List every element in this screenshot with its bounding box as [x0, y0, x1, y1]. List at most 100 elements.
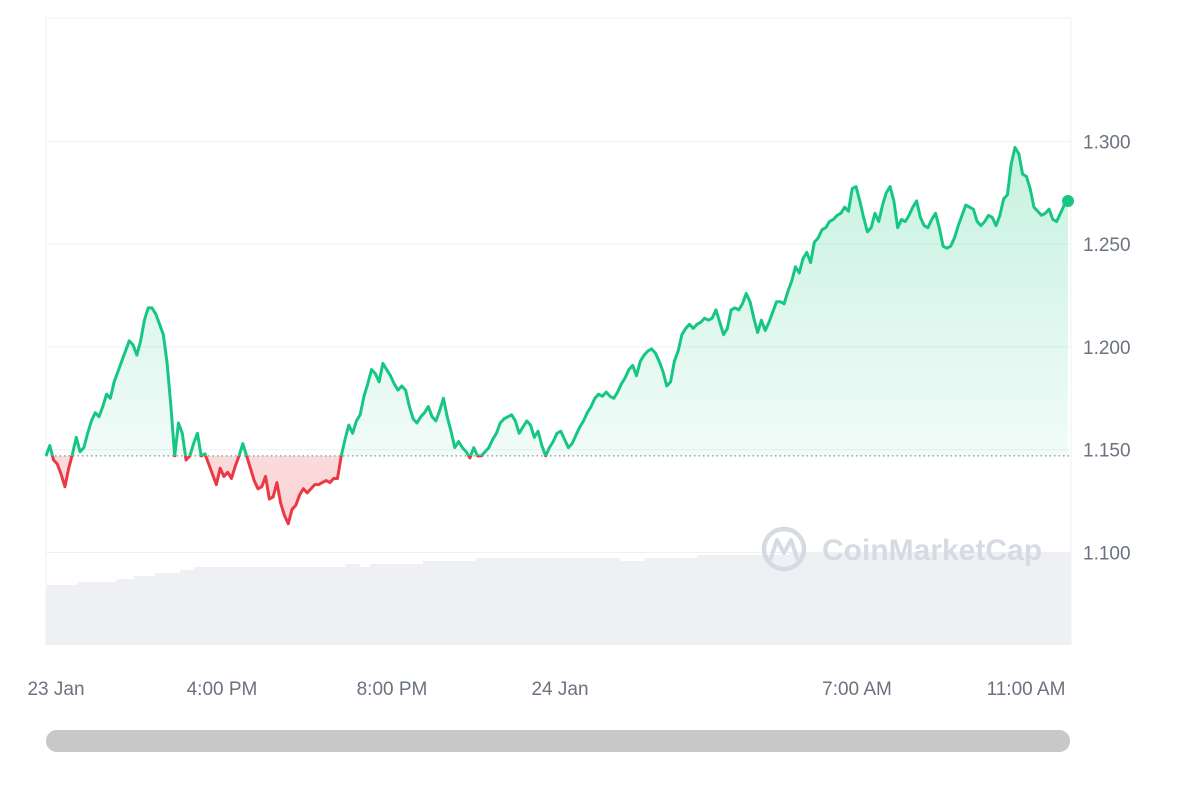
- volume-bar: [1039, 552, 1044, 645]
- volume-bar: [789, 552, 794, 645]
- volume-bar: [102, 582, 107, 645]
- volume-bar: [683, 558, 688, 645]
- volume-bar: [317, 567, 322, 645]
- volume-bar: [898, 552, 903, 645]
- volume-bar: [539, 558, 543, 645]
- volume-bar: [880, 552, 885, 645]
- volume-bar: [510, 558, 515, 645]
- volume-bar: [253, 567, 258, 645]
- volume-bar: [1042, 552, 1047, 645]
- volume-bar: [1067, 552, 1072, 645]
- volume-bar: [503, 558, 508, 645]
- volume-bar: [824, 552, 829, 645]
- volume-bar: [588, 558, 593, 645]
- volume-bar: [352, 564, 357, 645]
- volume-bar: [320, 567, 325, 645]
- x-tick-label: 23 Jan: [27, 679, 84, 700]
- volume-bar: [584, 558, 589, 645]
- volume-bar: [1025, 552, 1030, 645]
- volume-bar: [570, 558, 575, 645]
- volume-bar: [507, 558, 512, 645]
- volume-bar: [493, 558, 498, 645]
- volume-bar: [158, 573, 163, 645]
- volume-bar: [412, 564, 417, 645]
- volume-bar: [947, 552, 952, 645]
- volume-bar: [475, 558, 480, 645]
- volume-bar: [623, 561, 628, 645]
- volume-bar: [567, 558, 572, 645]
- y-tick-label: 1.100: [1083, 543, 1131, 564]
- volume-bar: [105, 582, 110, 645]
- volume-bar: [1046, 552, 1051, 645]
- volume-bar: [419, 564, 424, 645]
- volume-bar: [183, 570, 188, 645]
- volume-bar: [327, 567, 332, 645]
- volume-bar: [74, 585, 79, 645]
- volume-bar: [556, 558, 561, 645]
- volume-bar: [81, 582, 86, 645]
- volume-bar: [190, 570, 195, 645]
- price-area: [46, 147, 1068, 524]
- volume-bar: [982, 552, 987, 645]
- volume-bar: [704, 555, 709, 645]
- volume-bar: [447, 561, 452, 645]
- x-tick-label: 7:00 AM: [822, 679, 892, 700]
- volume-bar: [313, 567, 318, 645]
- volume-bar: [144, 576, 149, 645]
- volume-bar: [595, 558, 600, 645]
- volume-bar: [429, 561, 434, 645]
- x-tick-label: 24 Jan: [531, 679, 588, 700]
- volume-bar: [123, 579, 128, 645]
- last-price-point[interactable]: [1062, 194, 1074, 207]
- volume-bar: [1018, 552, 1022, 645]
- y-tick-label: 1.200: [1083, 338, 1131, 359]
- volume-bar: [732, 555, 737, 645]
- volume-bar: [197, 567, 202, 645]
- volume-bar: [602, 558, 607, 645]
- volume-bar: [296, 567, 300, 645]
- volume-bar: [750, 555, 755, 645]
- volume-bar: [496, 558, 501, 645]
- volume-bar: [303, 567, 307, 645]
- volume-bar: [968, 552, 973, 645]
- volume-bar: [965, 552, 970, 645]
- volume-bar: [482, 558, 487, 645]
- volume-bar: [84, 582, 89, 645]
- volume-bar: [820, 552, 825, 645]
- volume-bar: [958, 552, 963, 645]
- volume-bar: [472, 561, 477, 645]
- volume-bar: [835, 552, 839, 645]
- volume-bar: [599, 558, 603, 645]
- volume-bar: [345, 564, 350, 645]
- volume-bar: [803, 552, 808, 645]
- volume-bar: [926, 552, 931, 645]
- volume-bar: [560, 558, 565, 645]
- volume-bar: [204, 567, 209, 645]
- volume-bar: [665, 558, 670, 645]
- volume-bar: [627, 561, 632, 645]
- volume-bar: [877, 552, 882, 645]
- volume-bar: [211, 567, 216, 645]
- volume-bar: [637, 561, 642, 645]
- volume-bar: [532, 558, 536, 645]
- volume-bar: [1011, 552, 1015, 645]
- volume-bar: [930, 552, 934, 645]
- volume-bar: [933, 552, 938, 645]
- volume-bar: [225, 567, 230, 645]
- volume-bar: [398, 564, 403, 645]
- volume-bar: [778, 555, 783, 645]
- volume-bar: [341, 567, 346, 645]
- volume-bar: [553, 558, 558, 645]
- volume-bar: [46, 585, 50, 645]
- volume-bar: [461, 561, 466, 645]
- volume-bar: [479, 558, 484, 645]
- chart-range-scrollbar[interactable]: [46, 730, 1070, 752]
- volume-bar: [796, 552, 801, 645]
- volume-bar: [838, 552, 843, 645]
- scrollbar-thumb[interactable]: [46, 730, 1070, 752]
- volume-bar: [239, 567, 244, 645]
- volume-bar: [743, 555, 748, 645]
- x-tick-label: 8:00 PM: [357, 679, 428, 700]
